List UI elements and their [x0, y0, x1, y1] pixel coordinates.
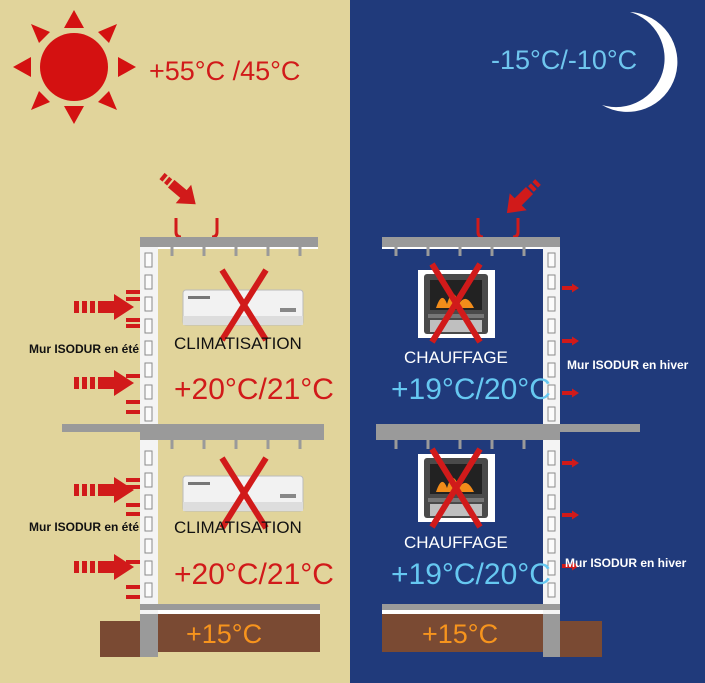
- ceiling-tick: [267, 247, 270, 256]
- ceiling-tick: [203, 247, 206, 256]
- wall-brick: [145, 297, 152, 311]
- indoor-temp: +19°C/20°C: [391, 558, 551, 592]
- ceiling-tick: [491, 440, 494, 449]
- wall-brick: [145, 275, 152, 289]
- wall-brick: [548, 297, 555, 311]
- wall-brick: [145, 363, 152, 377]
- wall-brick: [548, 275, 555, 289]
- wall-brick: [145, 253, 152, 267]
- wall-brick: [145, 517, 152, 531]
- heat-arrow-icon: [562, 284, 579, 293]
- ground-temp: +15°C: [186, 619, 262, 650]
- heat-dash: [126, 318, 140, 322]
- wall-label: Mur ISODUR en été: [29, 520, 139, 534]
- heat-dash: [126, 503, 140, 507]
- ceiling-tick: [235, 247, 238, 256]
- wall-brick: [548, 319, 555, 333]
- ceiling-tick: [395, 440, 398, 449]
- heat-arrow-icon: [562, 459, 579, 468]
- wall-brick: [145, 473, 152, 487]
- wall-label: Mur ISODUR en hiver: [565, 556, 686, 570]
- ceiling-tick: [299, 247, 302, 256]
- indoor-temp: +20°C/21°C: [174, 373, 334, 407]
- sun-icon: [13, 10, 136, 124]
- wall-brick: [548, 473, 555, 487]
- heat-dash: [126, 560, 140, 564]
- ceiling-tick: [299, 440, 302, 449]
- wall-brick: [548, 539, 555, 553]
- wall-brick: [145, 341, 152, 355]
- wall-brick: [145, 539, 152, 553]
- device-label: CLIMATISATION: [174, 334, 302, 354]
- ceiling-tick: [203, 440, 206, 449]
- ceiling-tick: [459, 440, 462, 449]
- wall-brick: [548, 495, 555, 509]
- ceiling-tick: [395, 247, 398, 256]
- wall-label: Mur ISODUR en hiver: [567, 358, 688, 372]
- ceiling-tick: [427, 247, 430, 256]
- wall-label: Mur ISODUR en été: [29, 342, 139, 356]
- ceiling-tick: [171, 440, 174, 449]
- ceiling-tick: [427, 440, 430, 449]
- wall-brick: [145, 583, 152, 597]
- heat-dash: [126, 324, 140, 328]
- heat-dash: [126, 400, 140, 404]
- indoor-temp: +20°C/21°C: [174, 558, 334, 592]
- ground-temp: +15°C: [422, 619, 498, 650]
- heat-arrow-icon: [562, 337, 579, 346]
- ceiling-tick: [267, 440, 270, 449]
- heat-dash: [126, 512, 140, 516]
- device-label: CHAUFFAGE: [404, 533, 508, 553]
- heat-dash: [126, 485, 140, 489]
- ceiling-tick: [491, 247, 494, 256]
- device-label: CHAUFFAGE: [404, 348, 508, 368]
- winter-outside-temp: -15°C/-10°C: [491, 45, 637, 76]
- heat-dash: [126, 595, 140, 599]
- ceiling-tick: [171, 247, 174, 256]
- summer-outside-temp: +55°C /45°C: [149, 56, 300, 87]
- heat-dash: [126, 478, 140, 482]
- heat-dash: [126, 374, 140, 378]
- heat-dash: [126, 410, 140, 414]
- wall-brick: [145, 451, 152, 465]
- indoor-temp: +19°C/20°C: [391, 373, 551, 407]
- wall-brick: [548, 253, 555, 267]
- wall-brick: [145, 561, 152, 575]
- wall-brick: [548, 341, 555, 355]
- ceiling-tick: [235, 440, 238, 449]
- wall-brick: [145, 319, 152, 333]
- device-label: CLIMATISATION: [174, 518, 302, 538]
- heat-arrow-icon: [562, 511, 579, 520]
- wall-brick: [145, 407, 152, 421]
- wall-brick: [548, 407, 555, 421]
- heat-arrow-icon: [74, 294, 134, 580]
- ceiling-tick: [459, 247, 462, 256]
- wall-brick: [145, 495, 152, 509]
- wall-brick: [548, 517, 555, 531]
- wall-brick: [548, 451, 555, 465]
- heat-dash: [126, 585, 140, 589]
- heat-dash: [126, 297, 140, 301]
- winter-house: [376, 237, 640, 657]
- ceiling-tick: [523, 247, 526, 256]
- heat-dash: [126, 290, 140, 294]
- heat-arrow-icon: [498, 174, 546, 222]
- wall-brick: [145, 385, 152, 399]
- ceiling-tick: [523, 440, 526, 449]
- heat-arrow-icon: [154, 167, 203, 214]
- heat-arrow-icon: [562, 389, 579, 398]
